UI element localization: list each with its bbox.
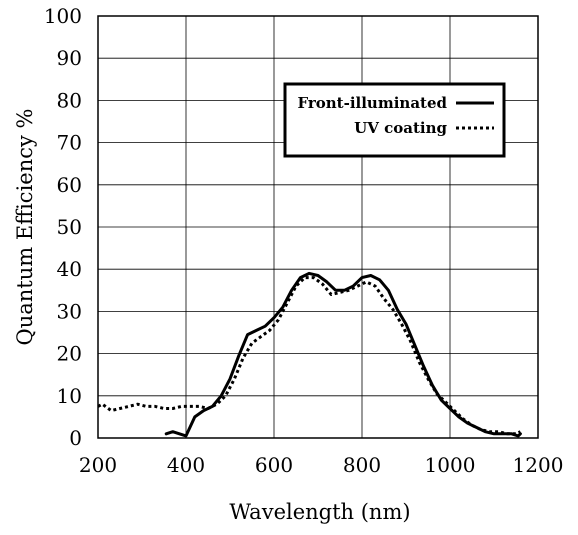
y-tick-label: 90 xyxy=(57,46,82,70)
y-tick-label: 50 xyxy=(57,215,82,239)
legend: Front-illuminated UV coating xyxy=(283,82,506,158)
x-tick-label: 1200 xyxy=(513,453,564,477)
x-axis-title: Wavelength (nm) xyxy=(229,500,410,524)
y-tick-label: 0 xyxy=(69,426,82,450)
y-tick-label: 100 xyxy=(44,4,82,28)
legend-box xyxy=(283,82,506,158)
legend-label-front-illuminated: Front-illuminated xyxy=(297,94,447,112)
y-tick-label: 20 xyxy=(57,342,82,366)
x-tick-label: 800 xyxy=(343,453,381,477)
y-tick-label: 70 xyxy=(57,131,82,155)
plot-frame xyxy=(97,15,539,439)
x-tick-label: 400 xyxy=(167,453,205,477)
x-tick-label: 600 xyxy=(255,453,293,477)
x-tick-label: 200 xyxy=(79,453,117,477)
y-tick-label: 40 xyxy=(57,257,82,281)
grid xyxy=(97,15,539,439)
series-layer xyxy=(97,271,522,438)
series-line-front-illuminated xyxy=(164,271,522,438)
y-tick-label: 10 xyxy=(57,384,82,408)
y-tick-label: 30 xyxy=(57,299,82,323)
y-axis-title: Quantum Efficiency % xyxy=(13,109,37,346)
series-line-uv-coating xyxy=(97,276,522,436)
legend-label-uv-coating: UV coating xyxy=(354,119,447,137)
y-tick-label: 60 xyxy=(57,173,82,197)
y-tick-label: 80 xyxy=(57,88,82,112)
x-tick-label: 1000 xyxy=(425,453,476,477)
tick-labels: 200 400 600 800 1000 1200 0 10 20 30 40 50 60 70 80 90 1… xyxy=(44,4,564,477)
